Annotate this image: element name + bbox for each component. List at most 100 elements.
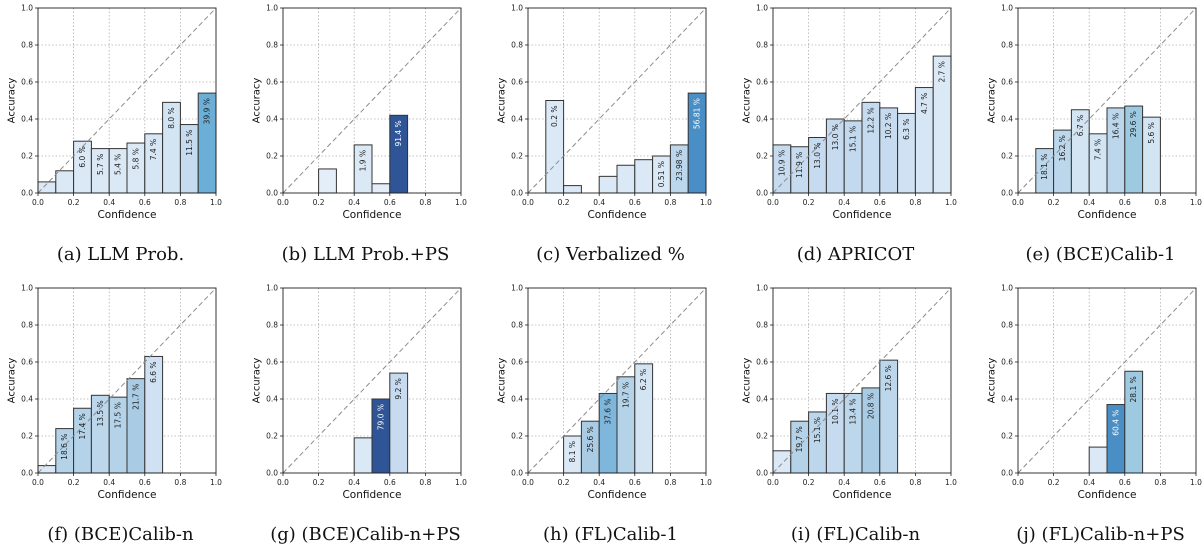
x-tick-label: 0.6 (1119, 198, 1131, 207)
y-tick-label: 1.0 (266, 284, 278, 293)
y-tick-label: 1.0 (21, 4, 33, 13)
x-tick-label: 0.6 (384, 478, 396, 487)
y-tick-label: 1.0 (756, 284, 768, 293)
bar-label: 29.6 % (1129, 111, 1138, 137)
x-tick-label: 0.2 (1048, 478, 1060, 487)
y-tick-label: 0.0 (511, 469, 523, 478)
x-tick-label: 0.2 (803, 198, 815, 207)
axes-frame (772, 287, 952, 474)
axes-frame (282, 287, 462, 474)
x-tick-label: 0.0 (767, 198, 779, 207)
x-tick-label: 1.0 (945, 478, 957, 487)
bar-label: 7.4 % (1094, 139, 1103, 160)
y-tick-label: 1.0 (756, 4, 768, 13)
y-tick-label: 0.4 (21, 395, 33, 404)
x-axis-label: Confidence (342, 209, 401, 221)
axes-frame (282, 7, 462, 194)
chart-panel: 19.7 % 15.1 % 10.1 % 13.4 % 20.8 % 12.6 % 0.0 0… (735, 280, 976, 556)
y-tick-label: 0.0 (1001, 189, 1013, 198)
chart-panel: 1.9 % 91.4 % 0.0 0.2 0.4 0.6 0.8 1.0 0.0 0.2 0.4 0.… (245, 0, 486, 276)
bar-label: 8.0 % (167, 107, 176, 128)
chart-caption: (d) APRICOT (796, 244, 915, 265)
chart-panel: 60.4 % 28.1 % 0.0 0.2 0.4 0.6 0.8 1.0 0.0 0.2 0.4 0… (980, 280, 1203, 556)
bar-label: 19.7 % (621, 382, 630, 408)
axes-frame (1017, 287, 1197, 474)
bar-label: 56.81 % (693, 98, 702, 129)
bar-label: 21.7 % (131, 384, 140, 410)
reliability-diagram: 19.7 % 15.1 %10.1 % 13.4 % 20.8 %12.6 %0.0 0… (742, 284, 958, 502)
bar-label: 6.2 % (639, 369, 648, 390)
y-tick-label: 0.2 (511, 432, 523, 441)
x-tick-label: 0.8 (419, 198, 431, 207)
bar-label: 5.6 % (1147, 122, 1156, 143)
x-tick-label: 0.4 (1083, 478, 1095, 487)
bar-label: 20.8 % (866, 393, 875, 419)
y-tick-label: 0.2 (511, 152, 523, 161)
reliability-diagram: 79.0 % 9.2 % 0.0 0.2 0.4 0.6 0.8 1.0 0.0 0.2 0.4 0.… (252, 284, 468, 502)
x-tick-label: 0.2 (68, 198, 80, 207)
y-axis-label: Accuracy (497, 358, 508, 404)
bar-label: 5.7 % (96, 154, 105, 175)
bar (634, 159, 654, 194)
bar-label: 8.1 % (568, 441, 577, 462)
bar (353, 437, 373, 474)
y-tick-label: 0.8 (266, 321, 278, 330)
y-tick-label: 0.6 (756, 358, 768, 367)
diagonal-line (282, 7, 462, 194)
x-axis-label: Confidence (1077, 209, 1136, 221)
x-tick-label: 1.0 (1190, 478, 1202, 487)
x-tick-label: 0.0 (767, 478, 779, 487)
y-axis-label: Accuracy (7, 78, 18, 124)
bar-label: 12.2 % (866, 107, 875, 133)
x-axis-label: Confidence (587, 489, 646, 501)
x-tick-label: 0.4 (593, 478, 605, 487)
bar-label: 4.7 % (920, 93, 929, 114)
chart-panel: 18.6 % 17.4 % 13.5 % 17.5 % 21.7 % 6.6 % 0.0 0.… (0, 280, 241, 556)
bar-label: 18.6 % (60, 434, 69, 460)
chart-panel: 10.9 % 11.9 % 13.0 % 13.0 % 15.1 % 12.2 % 10.2… (735, 0, 976, 276)
bar-label: 37.6 % (604, 398, 613, 424)
bar-label: 16.4 % (1111, 113, 1120, 139)
x-tick-label: 0.8 (174, 198, 186, 207)
y-tick-label: 0.6 (511, 358, 523, 367)
bar-label: 2.7 % (938, 61, 947, 82)
x-tick-label: 0.4 (348, 478, 360, 487)
bar-label: 10.1 % (831, 398, 840, 424)
bar (371, 183, 391, 194)
y-tick-label: 0.8 (756, 41, 768, 50)
bar-label: 39.9 % (203, 98, 212, 124)
y-tick-label: 0.8 (756, 321, 768, 330)
reliability-diagram: 18.1 % 16.2 % 6.7 % 7.4 % 16.4 % 29.6 % 5.6 % 0… (987, 4, 1203, 222)
x-axis-label: Confidence (587, 209, 646, 221)
y-tick-label: 0.6 (1001, 358, 1013, 367)
y-tick-label: 0.2 (21, 152, 33, 161)
bar-label: 23.98 % (675, 150, 684, 181)
x-tick-label: 0.8 (1154, 198, 1166, 207)
x-tick-label: 0.4 (593, 198, 605, 207)
diagonal-line (1017, 7, 1197, 194)
y-tick-label: 0.6 (21, 358, 33, 367)
x-tick-label: 0.8 (174, 478, 186, 487)
y-tick-label: 1.0 (21, 284, 33, 293)
x-tick-label: 0.6 (874, 198, 886, 207)
chart-panel: 18.1 % 16.2 % 6.7 % 7.4 % 16.4 % 29.6 % 5.6 % 0… (980, 0, 1203, 276)
bar-label: 79.0 % (376, 404, 385, 430)
x-tick-label: 0.0 (522, 198, 534, 207)
y-tick-label: 0.4 (511, 115, 523, 124)
y-tick-label: 0.4 (511, 395, 523, 404)
bar-label: 15.1 % (813, 417, 822, 443)
y-tick-label: 1.0 (511, 284, 523, 293)
x-tick-label: 0.4 (838, 198, 850, 207)
bar-label: 25.6 % (586, 426, 595, 452)
bar (1088, 446, 1108, 474)
bar-label: 6.3 % (902, 118, 911, 139)
axes-frame (37, 287, 217, 474)
bar-label: 5.4 % (114, 154, 123, 175)
y-tick-label: 0.8 (21, 321, 33, 330)
bar-label: 17.5 % (114, 402, 123, 428)
y-tick-label: 0.4 (1001, 115, 1013, 124)
reliability-diagram: 6.0 % 5.7 % 5.4 % 5.8 % 7.4 % 8.0 % 11.5 % 39.9… (7, 4, 223, 222)
bar-label: 9.2 % (394, 378, 403, 399)
y-tick-label: 0.0 (266, 189, 278, 198)
bar-label: 13.0 % (831, 124, 840, 150)
